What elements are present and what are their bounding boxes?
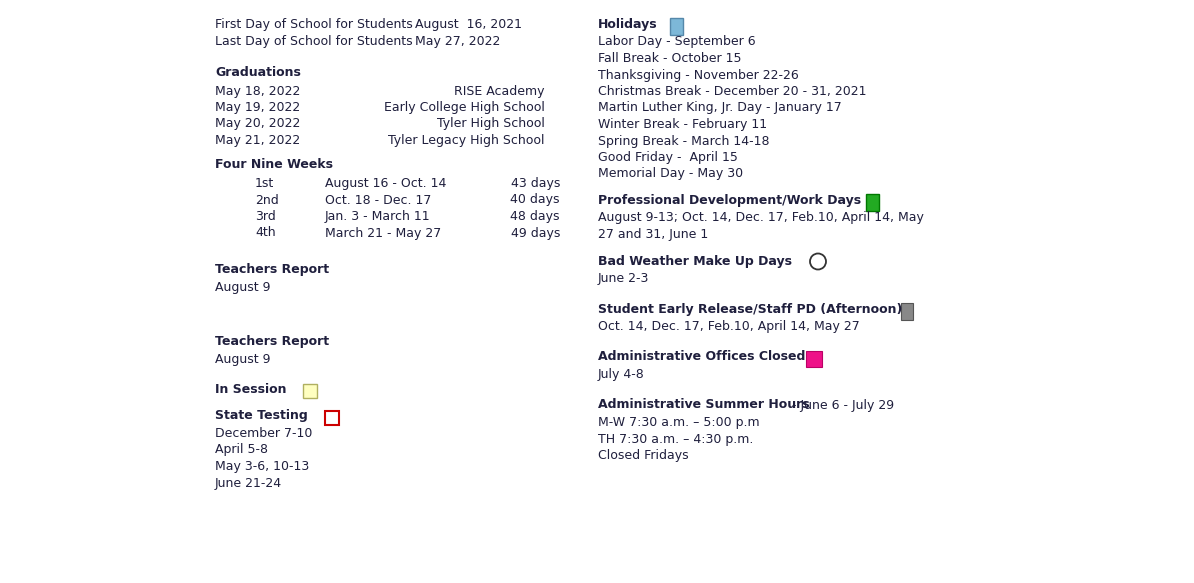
Text: Professional Development/Work Days: Professional Development/Work Days [598, 194, 861, 207]
Text: In Session: In Session [215, 383, 287, 396]
Text: TH 7:30 a.m. – 4:30 p.m.: TH 7:30 a.m. – 4:30 p.m. [598, 433, 753, 445]
Text: 2nd: 2nd [256, 194, 278, 206]
Text: Jan. 3 - March 11: Jan. 3 - March 11 [325, 210, 431, 223]
Text: Last Day of School for Students: Last Day of School for Students [215, 36, 413, 48]
Text: 27 and 31, June 1: 27 and 31, June 1 [598, 228, 708, 241]
Text: Memorial Day - May 30: Memorial Day - May 30 [598, 167, 743, 181]
Text: Bad Weather Make Up Days: Bad Weather Make Up Days [598, 255, 792, 268]
FancyBboxPatch shape [901, 303, 913, 319]
FancyBboxPatch shape [670, 18, 683, 35]
Text: Administrative Offices Closed: Administrative Offices Closed [598, 350, 806, 363]
Text: 1st: 1st [256, 177, 275, 190]
Text: April 5-8: April 5-8 [215, 444, 267, 456]
Text: March 21 - May 27: March 21 - May 27 [325, 227, 442, 240]
Text: Administrative Summer Hours: Administrative Summer Hours [598, 399, 810, 412]
Text: Tyler High School: Tyler High School [437, 118, 544, 131]
Text: Teachers Report: Teachers Report [215, 335, 330, 348]
Text: 4th: 4th [256, 227, 276, 240]
Text: May 3-6, 10-13: May 3-6, 10-13 [215, 460, 309, 473]
Text: August 9: August 9 [215, 280, 271, 293]
Text: June 21-24: June 21-24 [215, 476, 282, 490]
Text: Graduations: Graduations [215, 66, 301, 79]
Text: Oct. 14, Dec. 17, Feb.10, April 14, May 27: Oct. 14, Dec. 17, Feb.10, April 14, May … [598, 320, 860, 333]
Text: May 21, 2022: May 21, 2022 [215, 134, 300, 147]
Text: Tyler Legacy High School: Tyler Legacy High School [388, 134, 544, 147]
Text: August 16 - Oct. 14: August 16 - Oct. 14 [325, 177, 447, 190]
Text: June 2-3: June 2-3 [598, 272, 650, 285]
Text: Early College High School: Early College High School [384, 101, 544, 114]
FancyBboxPatch shape [325, 410, 339, 424]
Text: Teachers Report: Teachers Report [215, 263, 330, 276]
Text: August 9-13; Oct. 14, Dec. 17, Feb.10, April 14, May: August 9-13; Oct. 14, Dec. 17, Feb.10, A… [598, 212, 924, 224]
Text: May 19, 2022: May 19, 2022 [215, 101, 300, 114]
Text: Spring Break - March 14-18: Spring Break - March 14-18 [598, 135, 769, 147]
Text: May 20, 2022: May 20, 2022 [215, 118, 301, 131]
Text: August  16, 2021: August 16, 2021 [416, 18, 522, 31]
FancyBboxPatch shape [806, 350, 821, 367]
Text: August 9: August 9 [215, 353, 271, 366]
Text: May 18, 2022: May 18, 2022 [215, 85, 301, 97]
Text: M-W 7:30 a.m. – 5:00 p.m: M-W 7:30 a.m. – 5:00 p.m [598, 416, 759, 429]
Text: First Day of School for Students: First Day of School for Students [215, 18, 413, 31]
Text: May 27, 2022: May 27, 2022 [416, 36, 500, 48]
Text: Fall Break - October 15: Fall Break - October 15 [598, 52, 741, 65]
FancyBboxPatch shape [303, 384, 316, 398]
FancyBboxPatch shape [866, 194, 879, 211]
Text: Thanksgiving - November 22-26: Thanksgiving - November 22-26 [598, 68, 799, 82]
Text: Four Nine Weeks: Four Nine Weeks [215, 159, 333, 171]
Text: Student Early Release/Staff PD (Afternoon): Student Early Release/Staff PD (Afternoo… [598, 303, 903, 315]
Text: Oct. 18 - Dec. 17: Oct. 18 - Dec. 17 [325, 194, 431, 206]
Text: Good Friday -  April 15: Good Friday - April 15 [598, 151, 738, 164]
Circle shape [810, 254, 826, 269]
Text: Labor Day - September 6: Labor Day - September 6 [598, 36, 756, 48]
Text: RISE Academy: RISE Academy [455, 85, 544, 97]
Text: - June 6 - July 29: - June 6 - July 29 [788, 399, 894, 412]
Text: Winter Break - February 11: Winter Break - February 11 [598, 118, 767, 131]
Text: 48 days: 48 days [511, 210, 560, 223]
Text: July 4-8: July 4-8 [598, 368, 645, 381]
Text: Christmas Break - December 20 - 31, 2021: Christmas Break - December 20 - 31, 2021 [598, 85, 867, 98]
Text: 49 days: 49 days [511, 227, 560, 240]
Text: 40 days: 40 days [511, 194, 560, 206]
Text: State Testing: State Testing [215, 409, 308, 423]
Text: Holidays: Holidays [598, 18, 658, 31]
Text: Closed Fridays: Closed Fridays [598, 449, 689, 462]
Text: 43 days: 43 days [511, 177, 560, 190]
Text: 3rd: 3rd [256, 210, 276, 223]
Text: December 7-10: December 7-10 [215, 427, 313, 440]
Text: Martin Luther King, Jr. Day - January 17: Martin Luther King, Jr. Day - January 17 [598, 101, 842, 114]
